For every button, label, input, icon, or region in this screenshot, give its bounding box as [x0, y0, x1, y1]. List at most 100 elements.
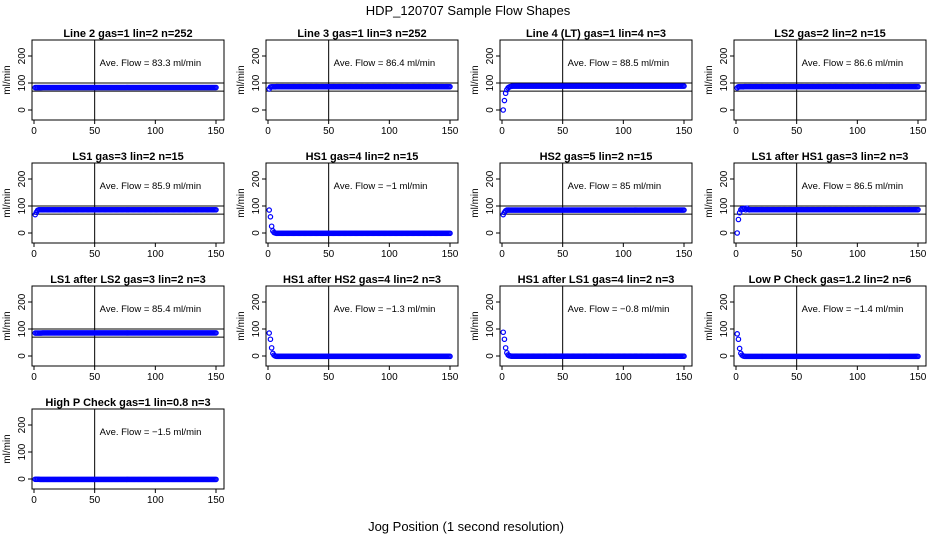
x-tick-label: 100 [615, 372, 632, 383]
x-tick-label: 100 [615, 126, 632, 137]
y-axis-label: ml/min [2, 188, 13, 217]
data-point [736, 209, 743, 216]
y-tick-label: 0 [17, 353, 28, 359]
data-point [735, 336, 742, 343]
average-flow-annotation: Ave. Flow = 83.3 ml/min [100, 58, 201, 69]
chart-panel-7: HS2 gas=5 lin=2 n=15 0 50 100 150 0 100 200 ml/m… [470, 151, 693, 260]
x-tick-label: 0 [265, 126, 271, 137]
y-axis-label: ml/min [236, 65, 247, 94]
y-tick-label: 0 [485, 230, 496, 236]
average-flow-annotation: Ave. Flow = −1.3 ml/min [334, 304, 436, 315]
y-tick-label: 100 [485, 320, 496, 337]
y-tick-label: 100 [719, 74, 730, 91]
data-point [268, 223, 275, 230]
x-tick-label: 150 [910, 126, 927, 137]
average-flow-annotation: Ave. Flow = 85.9 ml/min [100, 181, 201, 192]
plot-frame [31, 285, 225, 367]
plot-frame [265, 162, 459, 244]
chart-panel-2: Line 3 gas=1 lin=3 n=252 0 50 100 150 0 100 200… [236, 28, 459, 137]
data-point [447, 230, 453, 237]
data-point [213, 207, 219, 213]
x-tick-label: 0 [733, 126, 739, 137]
x-tick-label: 150 [208, 372, 225, 383]
plot-frame [499, 162, 693, 244]
data-point [915, 353, 921, 360]
x-tick-label: 0 [31, 249, 37, 260]
chart-panel-9: LS1 after LS2 gas=3 lin=2 n=3 0 50 100 150 0 1… [2, 274, 225, 383]
data-point [447, 83, 453, 90]
x-tick-label: 50 [89, 372, 101, 383]
data-point [500, 107, 507, 113]
y-tick-label: 200 [719, 170, 730, 187]
plot-frame [733, 162, 927, 244]
plot-frame [733, 285, 927, 367]
chart-panel-13: High P Check gas=1 lin=0.8 n=3 0 50 100 150 0… [2, 397, 225, 506]
panel-title: LS1 gas=3 lin=2 n=15 [72, 151, 184, 163]
data-point [500, 329, 507, 336]
panel-title: Line 4 (LT) gas=1 lin=4 n=3 [526, 28, 666, 40]
data-series [266, 330, 453, 360]
data-point [736, 345, 743, 352]
data-point [268, 345, 275, 351]
chart-panel-1: Line 2 gas=1 lin=2 n=252 0 50 100 150 0 100 200… [2, 28, 225, 137]
data-point [915, 206, 921, 213]
plot-frame [31, 162, 225, 244]
x-tick-label: 50 [557, 249, 569, 260]
y-axis-label: ml/min [704, 311, 715, 340]
x-tick-label: 150 [208, 249, 225, 260]
y-tick-label: 200 [17, 47, 28, 64]
chart-panel-10: HS1 after HS2 gas=4 lin=2 n=3 0 50 100 150 0 1… [236, 274, 459, 383]
x-tick-label: 50 [557, 372, 569, 383]
y-tick-label: 100 [485, 74, 496, 91]
y-axis-label: ml/min [236, 311, 247, 340]
data-point [681, 83, 687, 89]
average-flow-annotation: Ave. Flow = 86.6 ml/min [802, 58, 903, 69]
data-point [213, 84, 219, 91]
x-tick-label: 50 [557, 126, 569, 137]
x-tick-label: 100 [849, 126, 866, 137]
x-tick-label: 50 [89, 495, 101, 506]
y-tick-label: 0 [251, 353, 262, 359]
y-tick-label: 0 [251, 230, 262, 236]
panel-title: LS1 after HS1 gas=3 lin=2 n=3 [752, 151, 909, 163]
x-tick-label: 150 [442, 126, 459, 137]
y-tick-label: 200 [485, 170, 496, 187]
y-axis-label: ml/min [470, 65, 481, 94]
data-point [681, 207, 687, 213]
data-point [502, 345, 509, 351]
data-point [267, 336, 274, 343]
x-tick-label: 100 [615, 249, 632, 260]
x-tick-label: 0 [733, 249, 739, 260]
y-tick-label: 0 [17, 107, 28, 113]
x-tick-label: 150 [910, 372, 927, 383]
data-point [734, 230, 741, 236]
x-tick-label: 50 [791, 249, 803, 260]
x-tick-label: 0 [499, 249, 505, 260]
data-point [266, 330, 273, 336]
y-tick-label: 100 [251, 320, 262, 337]
x-tick-label: 100 [381, 372, 398, 383]
y-axis-label: ml/min [470, 188, 481, 217]
y-axis-label: ml/min [2, 311, 13, 340]
data-point [501, 336, 508, 343]
data-series [32, 330, 219, 336]
y-axis-label: ml/min [704, 188, 715, 217]
x-tick-label: 150 [442, 249, 459, 260]
y-tick-label: 200 [251, 293, 262, 310]
average-flow-annotation: Ave. Flow = −1.4 ml/min [802, 304, 904, 315]
y-axis-label: ml/min [704, 65, 715, 94]
panel-title: HS2 gas=5 lin=2 n=15 [540, 151, 653, 163]
data-series [266, 207, 453, 237]
y-tick-label: 100 [485, 197, 496, 214]
chart-panel-4: LS2 gas=2 lin=2 n=15 0 50 100 150 0 100 200 ml/m… [704, 28, 927, 137]
x-tick-label: 100 [381, 126, 398, 137]
average-flow-annotation: Ave. Flow = −1 ml/min [334, 181, 428, 192]
chart-panel-5: LS1 gas=3 lin=2 n=15 0 50 100 150 0 100 200 ml/m… [2, 151, 225, 260]
average-flow-annotation: Ave. Flow = 86.5 ml/min [802, 181, 903, 192]
data-point [915, 83, 921, 90]
y-tick-label: 100 [17, 443, 28, 460]
average-flow-annotation: Ave. Flow = −1.5 ml/min [100, 427, 202, 438]
x-tick-label: 150 [208, 495, 225, 506]
